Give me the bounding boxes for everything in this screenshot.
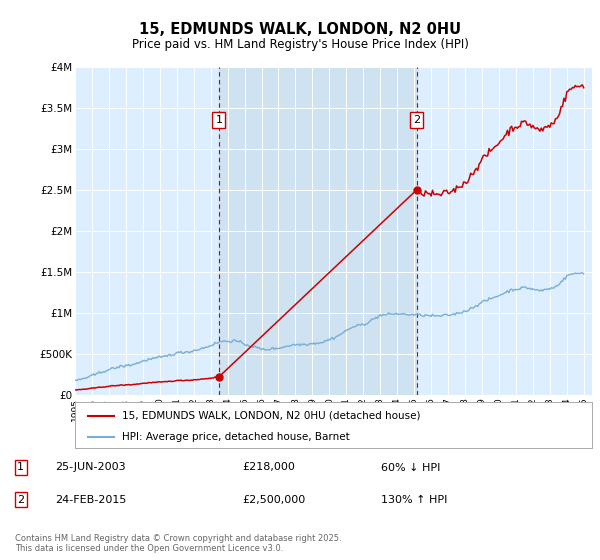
Text: 2: 2 <box>413 115 420 125</box>
Text: 24-FEB-2015: 24-FEB-2015 <box>55 494 127 505</box>
Text: Contains HM Land Registry data © Crown copyright and database right 2025.
This d: Contains HM Land Registry data © Crown c… <box>15 534 341 553</box>
Bar <box>219 67 416 395</box>
Text: 15, EDMUNDS WALK, LONDON, N2 0HU: 15, EDMUNDS WALK, LONDON, N2 0HU <box>139 22 461 38</box>
Text: 60% ↓ HPI: 60% ↓ HPI <box>380 463 440 473</box>
Text: 2: 2 <box>17 494 24 505</box>
Text: £218,000: £218,000 <box>242 463 295 473</box>
Text: 130% ↑ HPI: 130% ↑ HPI <box>380 494 447 505</box>
Text: £2,500,000: £2,500,000 <box>242 494 305 505</box>
Text: 25-JUN-2003: 25-JUN-2003 <box>55 463 126 473</box>
Text: Price paid vs. HM Land Registry's House Price Index (HPI): Price paid vs. HM Land Registry's House … <box>131 38 469 51</box>
Text: HPI: Average price, detached house, Barnet: HPI: Average price, detached house, Barn… <box>122 432 349 441</box>
Text: 15, EDMUNDS WALK, LONDON, N2 0HU (detached house): 15, EDMUNDS WALK, LONDON, N2 0HU (detach… <box>122 411 420 421</box>
Text: 1: 1 <box>17 463 24 473</box>
Text: 1: 1 <box>215 115 223 125</box>
